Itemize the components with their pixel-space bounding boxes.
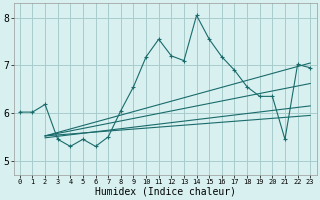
- X-axis label: Humidex (Indice chaleur): Humidex (Indice chaleur): [94, 187, 236, 197]
